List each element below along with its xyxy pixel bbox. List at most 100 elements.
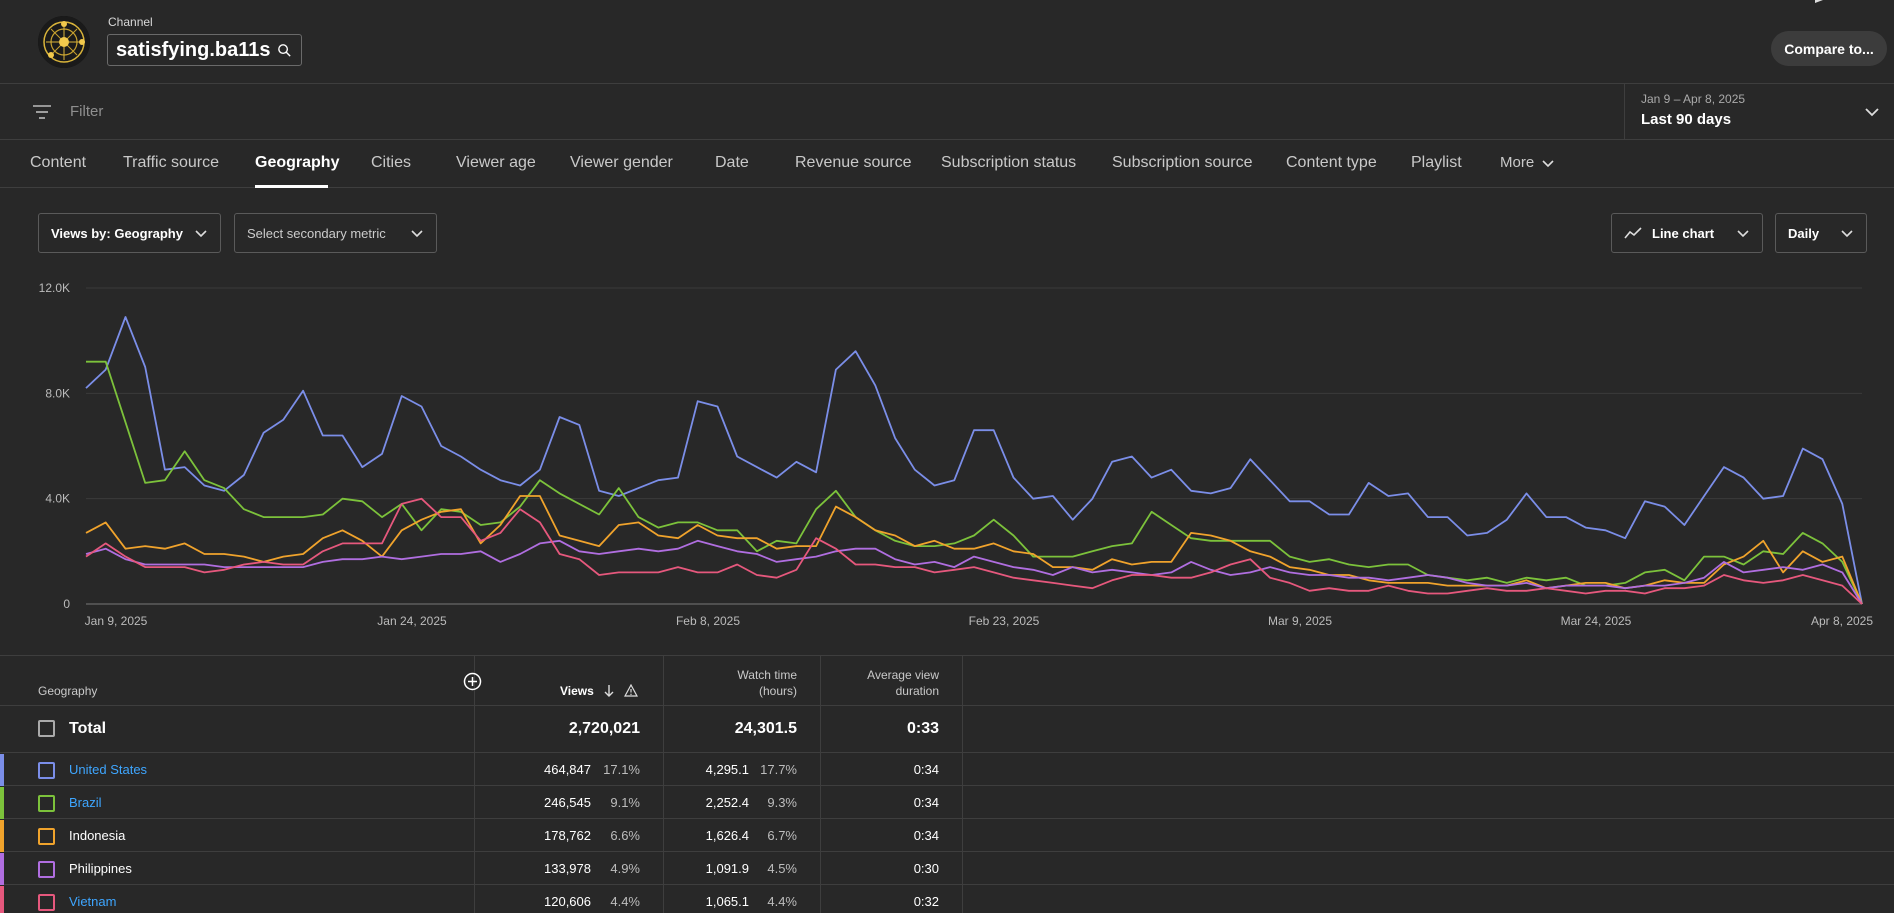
row-watch-time-pct: 6.7% <box>767 828 797 843</box>
tab-viewer-age[interactable]: Viewer age <box>456 154 536 171</box>
date-range-picker[interactable]: Jan 9 – Apr 8, 2025 Last 90 days <box>1624 84 1894 140</box>
tab-revenue-source[interactable]: Revenue source <box>795 154 912 171</box>
row-watch-time-pct: 17.7% <box>760 762 797 777</box>
total-checkbox[interactable] <box>38 720 55 737</box>
watch-time-header-line1: Watch time <box>737 668 797 682</box>
tab-viewer-gender[interactable]: Viewer gender <box>570 154 673 171</box>
chevron-down-icon <box>195 230 207 238</box>
row-watch-time: 4,295.1 <box>705 762 749 777</box>
tab-more[interactable]: More <box>1500 154 1554 171</box>
channel-logo[interactable] <box>38 16 90 68</box>
tab-content[interactable]: Content <box>30 154 87 171</box>
tab-content-type[interactable]: Content type <box>1286 154 1377 171</box>
row-color-bar <box>0 886 4 913</box>
row-watch-time-pct: 9.3% <box>767 795 797 810</box>
row-checkbox-brazil[interactable] <box>38 795 55 812</box>
row-color-bar <box>0 754 4 786</box>
tab-subscription-status[interactable]: Subscription status <box>941 154 1077 171</box>
row-views: 246,545 <box>544 795 591 810</box>
row-views: 464,847 <box>544 762 591 777</box>
series-line-philippines[interactable] <box>85 539 1863 605</box>
row-color-bar <box>0 787 4 819</box>
x-tick-label: Feb 8, 2025 <box>676 614 740 628</box>
row-watch-time: 2,252.4 <box>705 795 749 810</box>
chevron-down-icon <box>1865 108 1879 117</box>
date-range-label: Last 90 days <box>1641 111 1732 128</box>
tab-traffic-source[interactable]: Traffic source <box>123 154 220 171</box>
active-tab-indicator <box>255 185 328 188</box>
primary-metric-label: Views by: Geography <box>51 225 183 241</box>
series-line-vietnam[interactable] <box>85 497 1863 605</box>
tab-subscription-source[interactable]: Subscription source <box>1112 154 1253 171</box>
views-line-chart[interactable]: 12.0K 8.0K 4.0K 0 Jan 9, 2025 Jan 24, 2025 Fe… <box>0 270 1894 650</box>
compare-button[interactable]: Compare to... <box>1771 31 1887 66</box>
sort-arrow-down-icon[interactable] <box>603 684 615 698</box>
add-column-icon[interactable] <box>463 672 482 691</box>
row-views-pct: 4.4% <box>610 894 640 909</box>
row-name-indonesia: Indonesia <box>69 828 126 843</box>
column-header-avg-view-duration[interactable]: Average view duration <box>819 667 939 699</box>
y-tick-label: 8.0K <box>45 386 70 400</box>
filter-input[interactable]: Filter <box>70 103 104 120</box>
series-line-indonesia[interactable] <box>85 495 1863 605</box>
chart-type-dropdown[interactable]: Line chart <box>1611 213 1763 253</box>
channel-selector[interactable]: satisfying.ba11s <box>107 34 302 66</box>
warning-icon[interactable] <box>624 684 638 697</box>
row-watch-time: 1,065.1 <box>705 894 749 909</box>
row-avg-view-duration: 0:34 <box>913 795 939 810</box>
secondary-metric-dropdown[interactable]: Select secondary metric <box>234 213 437 253</box>
secondary-metric-label: Select secondary metric <box>247 225 386 241</box>
column-header-geography[interactable]: Geography <box>38 684 98 698</box>
tab-playlist[interactable]: Playlist <box>1411 154 1462 171</box>
series-line-brazil[interactable] <box>86 360 1863 605</box>
row-color-bar <box>0 820 4 852</box>
row-name-vietnam[interactable]: Vietnam <box>69 894 117 909</box>
chevron-down-icon <box>1542 160 1554 168</box>
tab-cities[interactable]: Cities <box>371 154 412 171</box>
minimize-icon[interactable] <box>1768 0 1782 4</box>
row-avg-view-duration: 0:34 <box>913 828 939 843</box>
total-views: 2,720,021 <box>568 720 640 737</box>
row-checkbox-philippines[interactable] <box>38 861 55 878</box>
watch-time-header-line2: (hours) <box>758 684 797 698</box>
row-checkbox-indonesia[interactable] <box>38 828 55 845</box>
row-views-pct: 17.1% <box>603 762 640 777</box>
y-tick-label: 0 <box>63 597 70 611</box>
avd-header-line2: duration <box>895 684 939 698</box>
row-watch-time: 1,626.4 <box>705 828 749 843</box>
filter-icon[interactable] <box>32 103 52 121</box>
geography-table: Geography Views Watch time (hours) Avera… <box>0 655 1894 913</box>
row-views: 120,606 <box>544 894 591 909</box>
tab-more-label: More <box>1500 154 1535 171</box>
total-avg-view-duration: 0:33 <box>906 720 939 737</box>
x-tick-label: Jan 24, 2025 <box>377 614 447 628</box>
primary-metric-dropdown[interactable]: Views by: Geography <box>38 213 221 253</box>
row-views-pct: 6.6% <box>610 828 640 843</box>
row-views: 178,762 <box>544 828 591 843</box>
row-avg-view-duration: 0:30 <box>913 861 939 876</box>
chevron-down-icon <box>1841 230 1853 238</box>
row-watch-time-pct: 4.5% <box>767 861 797 876</box>
column-header-watch-time[interactable]: Watch time (hours) <box>677 667 797 699</box>
tab-geography[interactable]: Geography <box>255 154 340 171</box>
cursor-icon[interactable] <box>1812 0 1826 4</box>
row-checkbox-vietnam[interactable] <box>38 894 55 911</box>
filter-bar: Filter Jan 9 – Apr 8, 2025 Last 90 days <box>0 84 1894 140</box>
x-tick-label: Apr 8, 2025 <box>1811 614 1873 628</box>
y-tick-label: 4.0K <box>45 492 70 506</box>
row-name-brazil[interactable]: Brazil <box>69 795 102 810</box>
row-checkbox-united-states[interactable] <box>38 762 55 779</box>
row-avg-view-duration: 0:32 <box>913 894 939 909</box>
granularity-dropdown[interactable]: Daily <box>1775 213 1867 253</box>
row-color-bar <box>0 853 4 885</box>
row-avg-view-duration: 0:34 <box>913 762 939 777</box>
series-line-united-states[interactable] <box>85 316 1863 605</box>
tab-date[interactable]: Date <box>715 154 749 171</box>
row-views-pct: 4.9% <box>610 861 640 876</box>
row-name-united-states[interactable]: United States <box>69 762 148 777</box>
row-name-philippines: Philippines <box>69 861 132 876</box>
chart-type-label: Line chart <box>1652 225 1715 241</box>
x-tick-label: Mar 9, 2025 <box>1268 614 1332 628</box>
column-header-views[interactable]: Views <box>560 684 594 698</box>
search-icon[interactable] <box>276 42 293 59</box>
